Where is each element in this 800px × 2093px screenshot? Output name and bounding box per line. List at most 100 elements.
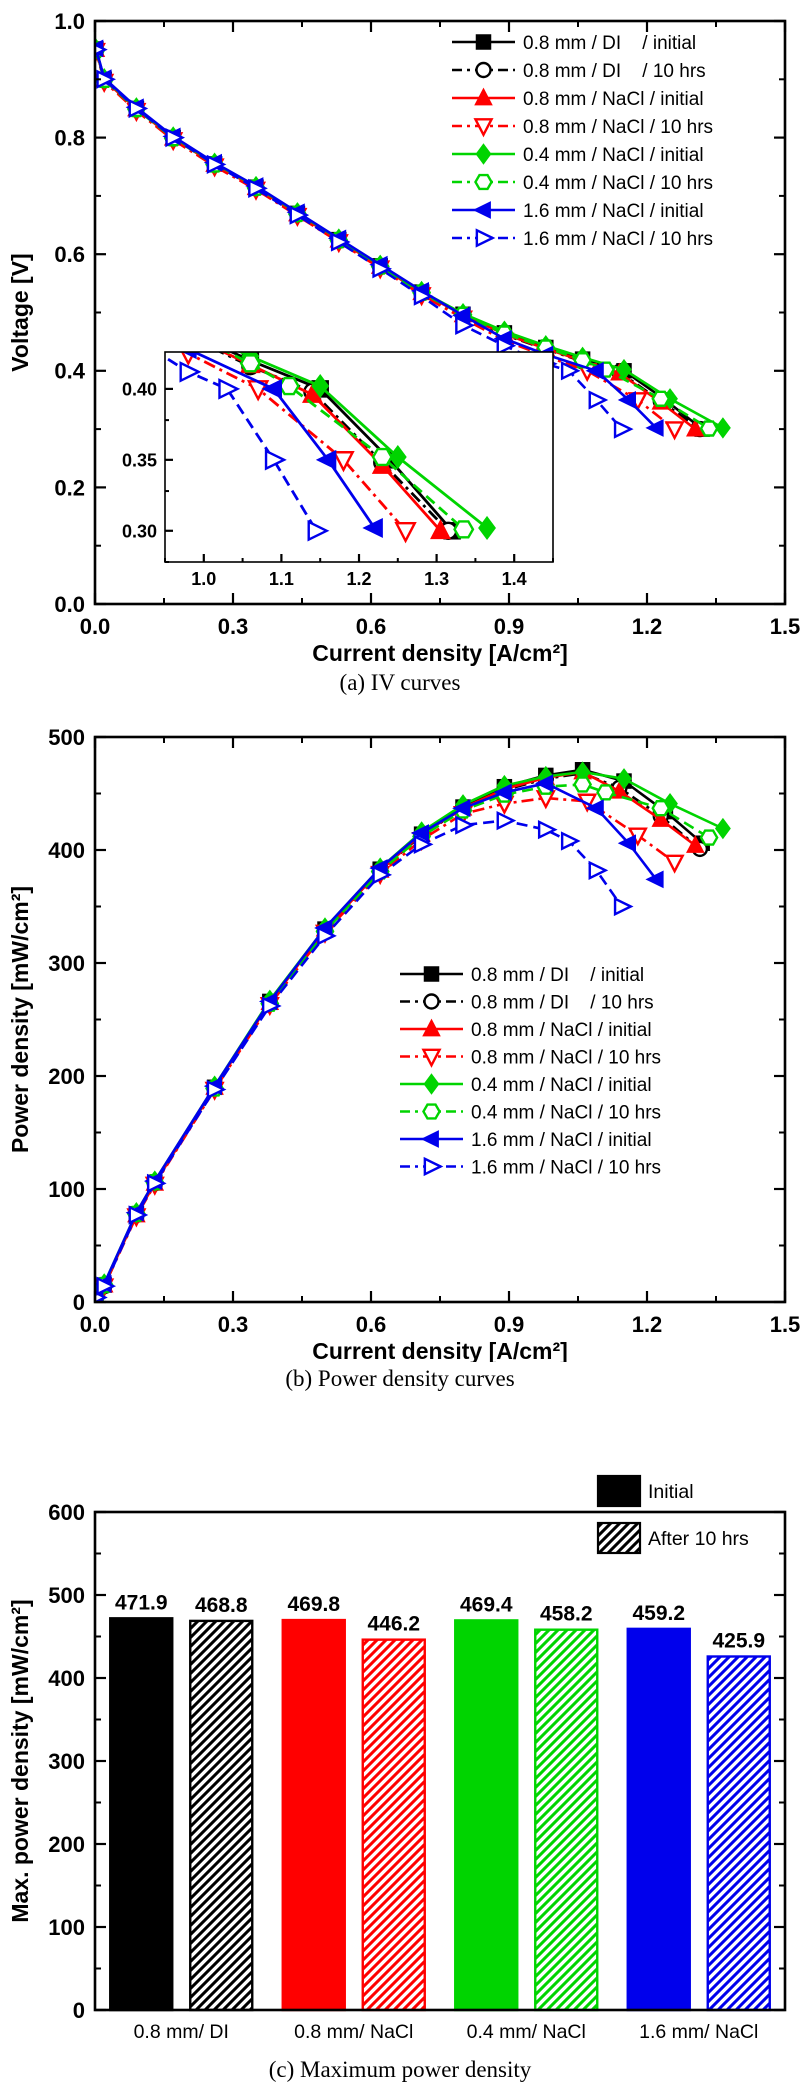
legend-item: 0.8 mm / DI / 10 hrs bbox=[452, 61, 706, 82]
bar-solid bbox=[281, 1618, 346, 2012]
legend-label: 0.8 mm / NaCl / 10 hrs bbox=[523, 117, 713, 138]
series-marker-diamond bbox=[423, 1073, 440, 1095]
y-tick-label: 0.40 bbox=[122, 379, 157, 399]
legend-label: 1.6 mm / NaCl / initial bbox=[523, 201, 704, 222]
series-marker-circle bbox=[110, 293, 126, 309]
series-marker-triangle-left bbox=[420, 1130, 439, 1148]
series-marker-triangle-right bbox=[248, 178, 268, 198]
legend-label: 0.8 mm / NaCl / initial bbox=[523, 89, 704, 110]
y-tick-label: 0.35 bbox=[122, 450, 157, 470]
legend-label: 0.8 mm / DI / initial bbox=[471, 965, 644, 986]
series-marker-triangle-right bbox=[613, 419, 634, 439]
legend-label: 0.4 mm / NaCl / initial bbox=[523, 145, 704, 166]
legend-item: Initial bbox=[596, 1474, 694, 1508]
legend-item: 0.8 mm / DI / initial bbox=[452, 33, 696, 54]
series-marker-hexagon bbox=[474, 173, 493, 191]
series-marker-triangle-right bbox=[128, 1205, 149, 1225]
legend-item: 1.6 mm / NaCl / 10 hrs bbox=[400, 1156, 661, 1178]
series-marker-triangle-left bbox=[108, 302, 126, 320]
bar-value-label: 468.8 bbox=[195, 1594, 248, 1617]
max-power-figure: 471.9 468.8 0.8 mm/ DI 469.8 446.2 0.8 mm/ Na… bbox=[0, 1450, 800, 2092]
bar-hatched bbox=[361, 1638, 426, 2012]
legend-item: 1.6 mm / NaCl / initial bbox=[452, 201, 704, 222]
series-marker-diamond bbox=[388, 444, 407, 470]
x-tick-label: 1.2 bbox=[632, 614, 663, 639]
legend-label: 0.8 mm / DI / initial bbox=[523, 33, 696, 54]
series-marker-triangle-right bbox=[372, 259, 393, 279]
series-marker-triangle-right bbox=[475, 228, 496, 248]
x-tick-label: 0.9 bbox=[494, 614, 525, 639]
legend-label: 0.8 mm / DI / 10 hrs bbox=[471, 992, 654, 1013]
bar-value-label: 471.9 bbox=[115, 1591, 168, 1614]
legend-swatch bbox=[596, 1474, 642, 1508]
x-tick-label: 0.3 bbox=[218, 614, 249, 639]
series-marker-triangle-left bbox=[645, 419, 664, 437]
category-label: 0.8 mm/ NaCl bbox=[294, 2021, 413, 2043]
series-marker-triangle-right bbox=[179, 361, 202, 383]
series-marker-triangle-left bbox=[645, 870, 664, 889]
series-marker-triangle-down bbox=[421, 1048, 442, 1068]
bar-hatched bbox=[189, 1619, 254, 2012]
series-marker-triangle-right bbox=[330, 232, 351, 252]
series-marker-triangle-down bbox=[664, 421, 685, 441]
x-tick-label: 0.0 bbox=[80, 614, 111, 639]
legend-item: 0.8 mm / NaCl / initial bbox=[400, 1018, 652, 1041]
legend-item: After 10 hrs bbox=[596, 1521, 749, 1555]
legend-item: 0.4 mm / NaCl / 10 hrs bbox=[452, 173, 713, 194]
y-tick-label: 0.0 bbox=[54, 592, 85, 617]
legend-label: After 10 hrs bbox=[648, 1528, 749, 1550]
y-tick-label: 400 bbox=[48, 838, 85, 863]
series-marker-square bbox=[110, 289, 126, 305]
x-tick-label: 1.1 bbox=[269, 569, 294, 589]
series-marker-triangle-left bbox=[617, 834, 636, 853]
series-marker-triangle-right bbox=[317, 926, 337, 946]
x-tick-label: 0.0 bbox=[80, 1312, 111, 1337]
y-tick-label: 300 bbox=[48, 951, 85, 976]
x-tick-label: 1.0 bbox=[191, 569, 216, 589]
bar-hatched bbox=[706, 1655, 771, 2012]
x-tick-label: 1.5 bbox=[770, 1312, 800, 1337]
series-marker-triangle-up bbox=[686, 418, 705, 437]
series-marker-triangle-up bbox=[686, 835, 705, 853]
series-marker-hexagon bbox=[573, 776, 593, 793]
legend-label: Initial bbox=[648, 1481, 694, 1503]
series-marker-hexagon bbox=[422, 1103, 441, 1120]
series-marker-diamond bbox=[616, 768, 632, 790]
series-marker-hexagon bbox=[109, 290, 127, 306]
y-axis-title: Voltage [V] bbox=[7, 253, 33, 371]
series-marker-triangle-right bbox=[41, 269, 59, 287]
caption-a: (a) IV curves bbox=[339, 670, 461, 695]
series-marker-triangle-left bbox=[472, 201, 491, 219]
series-marker-hexagon bbox=[453, 520, 475, 539]
legend-item: 0.4 mm / NaCl / initial bbox=[452, 143, 704, 166]
legend-label: 0.4 mm / NaCl / initial bbox=[471, 1075, 652, 1096]
y-tick-label: 0 bbox=[73, 1290, 85, 1315]
bar-value-label: 458.2 bbox=[540, 1603, 593, 1626]
x-tick-label: 0.6 bbox=[356, 614, 387, 639]
series-marker-triangle-right bbox=[165, 127, 186, 148]
y-tick-label: 0.30 bbox=[122, 521, 157, 541]
series-marker-triangle-down bbox=[664, 854, 685, 874]
series-marker-hexagon bbox=[651, 390, 671, 407]
series-marker-triangle-right bbox=[496, 336, 517, 356]
iv-curves-figure: 0.0 0.3 0.6 0.9 1.2 1.5 0.0 0.2 0.4 0.6 0.8 1.0 Curr… bbox=[0, 6, 800, 702]
series-marker-circle bbox=[475, 61, 492, 79]
series-line bbox=[237, 352, 488, 529]
power-density-chart: 0.0 0.3 0.6 0.9 1.2 1.5 0 100 200 300 400 500 Curren… bbox=[7, 725, 800, 1362]
x-axis-title: Current density [A/cm²] bbox=[312, 1338, 568, 1362]
series-marker-triangle-right bbox=[128, 98, 149, 119]
legend-item: 1.6 mm / NaCl / 10 hrs bbox=[452, 228, 713, 250]
legend-label: 1.6 mm / NaCl / initial bbox=[471, 1130, 652, 1151]
legend: Initial After 10 hrs bbox=[596, 1474, 749, 1555]
series-marker-triangle-right bbox=[307, 520, 330, 542]
legend-item: 0.8 mm / NaCl / 10 hrs bbox=[452, 117, 713, 138]
y-tick-label: 0.2 bbox=[54, 475, 85, 500]
series-marker-square bbox=[180, 324, 196, 340]
series-marker-hexagon bbox=[699, 420, 719, 437]
bar-solid bbox=[109, 1617, 174, 2012]
series-marker-triangle-up bbox=[430, 519, 451, 540]
series-marker-diamond bbox=[110, 282, 126, 304]
x-tick-label: 1.2 bbox=[346, 569, 371, 589]
bar-value-label: 469.4 bbox=[460, 1593, 513, 1616]
series-marker-triangle-right bbox=[218, 378, 241, 400]
